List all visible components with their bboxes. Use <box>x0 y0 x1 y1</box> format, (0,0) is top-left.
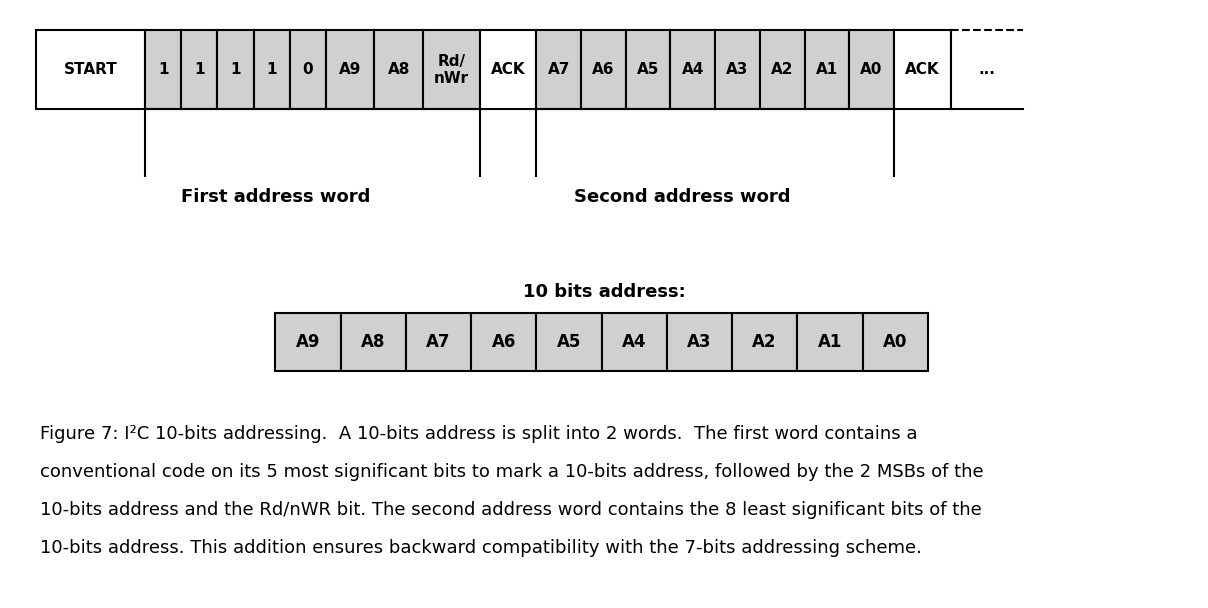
Bar <box>667 313 732 371</box>
Text: Figure 7: I²C 10-bits addressing.  A 10-bits address is split into 2 words.  The: Figure 7: I²C 10-bits addressing. A 10-b… <box>40 425 918 443</box>
Text: A9: A9 <box>296 333 320 351</box>
Bar <box>670 30 715 109</box>
Text: First address word: First address word <box>181 188 371 207</box>
Text: 10-bits address and the Rd/nWR bit. The second address word contains the 8 least: 10-bits address and the Rd/nWR bit. The … <box>40 501 982 519</box>
Bar <box>145 30 181 109</box>
Text: 1: 1 <box>158 63 168 77</box>
Bar <box>536 30 581 109</box>
Bar <box>423 30 480 109</box>
Bar <box>181 30 217 109</box>
Bar <box>863 313 928 371</box>
Bar <box>849 30 894 109</box>
Text: A2: A2 <box>753 333 777 351</box>
Bar <box>626 30 670 109</box>
Bar <box>217 30 254 109</box>
Bar <box>797 313 863 371</box>
Text: A1: A1 <box>818 333 842 351</box>
Text: A6: A6 <box>492 333 516 351</box>
Text: 10 bits address:: 10 bits address: <box>523 283 685 301</box>
Text: A0: A0 <box>883 333 907 351</box>
Text: A7: A7 <box>426 333 451 351</box>
Text: ...: ... <box>978 63 995 77</box>
Text: 1: 1 <box>231 63 240 77</box>
Text: Rd/
nWr: Rd/ nWr <box>434 54 469 86</box>
Bar <box>341 313 406 371</box>
Text: 1: 1 <box>267 63 277 77</box>
Text: A3: A3 <box>687 333 712 351</box>
Text: 1: 1 <box>194 63 204 77</box>
Bar <box>894 30 951 109</box>
Text: 10-bits address. This addition ensures backward compatibility with the 7-bits ad: 10-bits address. This addition ensures b… <box>40 539 922 557</box>
Text: 0: 0 <box>303 63 313 77</box>
Bar <box>480 30 536 109</box>
Bar <box>374 30 423 109</box>
Bar <box>536 313 602 371</box>
Text: A2: A2 <box>771 63 794 77</box>
Text: START: START <box>64 63 117 77</box>
Bar <box>254 30 290 109</box>
Text: A6: A6 <box>592 63 615 77</box>
Bar <box>471 313 536 371</box>
Text: A4: A4 <box>622 333 646 351</box>
Text: A7: A7 <box>547 63 570 77</box>
Text: A8: A8 <box>388 63 410 77</box>
Text: ACK: ACK <box>905 63 940 77</box>
Text: A9: A9 <box>339 63 361 77</box>
Bar <box>406 313 471 371</box>
Text: Second address word: Second address word <box>574 188 790 207</box>
Bar <box>805 30 849 109</box>
Text: A4: A4 <box>681 63 704 77</box>
Text: A0: A0 <box>860 63 883 77</box>
Bar <box>36 30 145 109</box>
Bar <box>602 313 667 371</box>
Bar <box>951 30 1023 109</box>
Text: A1: A1 <box>815 63 838 77</box>
Bar <box>715 30 760 109</box>
Bar <box>290 30 326 109</box>
Text: ACK: ACK <box>490 63 525 77</box>
Text: A3: A3 <box>726 63 749 77</box>
Bar <box>275 313 341 371</box>
Bar <box>732 313 797 371</box>
Bar <box>581 30 626 109</box>
Bar <box>760 30 805 109</box>
Text: A8: A8 <box>361 333 385 351</box>
Text: A5: A5 <box>637 63 660 77</box>
Text: conventional code on its 5 most significant bits to mark a 10-bits address, foll: conventional code on its 5 most signific… <box>40 463 983 481</box>
Text: A5: A5 <box>557 333 581 351</box>
Bar <box>326 30 374 109</box>
